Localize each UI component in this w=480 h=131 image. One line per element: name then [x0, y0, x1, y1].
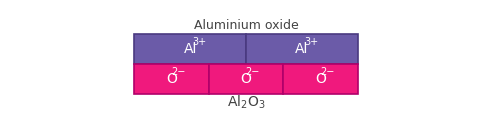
Text: $\mathregular{Al_2O_3}$: $\mathregular{Al_2O_3}$	[227, 93, 265, 111]
Text: Al: Al	[295, 42, 309, 56]
Text: 3+: 3+	[192, 37, 206, 47]
FancyBboxPatch shape	[134, 34, 246, 64]
Text: O: O	[240, 72, 252, 86]
FancyBboxPatch shape	[134, 64, 209, 94]
Text: 2−: 2−	[171, 67, 185, 77]
Text: 3+: 3+	[304, 37, 318, 47]
Text: O: O	[166, 72, 177, 86]
Text: Aluminium oxide: Aluminium oxide	[193, 19, 299, 32]
FancyBboxPatch shape	[246, 34, 358, 64]
Text: 2−: 2−	[320, 67, 334, 77]
Text: Al: Al	[183, 42, 197, 56]
Text: 2−: 2−	[245, 67, 260, 77]
Text: O: O	[315, 72, 326, 86]
FancyBboxPatch shape	[209, 64, 283, 94]
FancyBboxPatch shape	[283, 64, 358, 94]
